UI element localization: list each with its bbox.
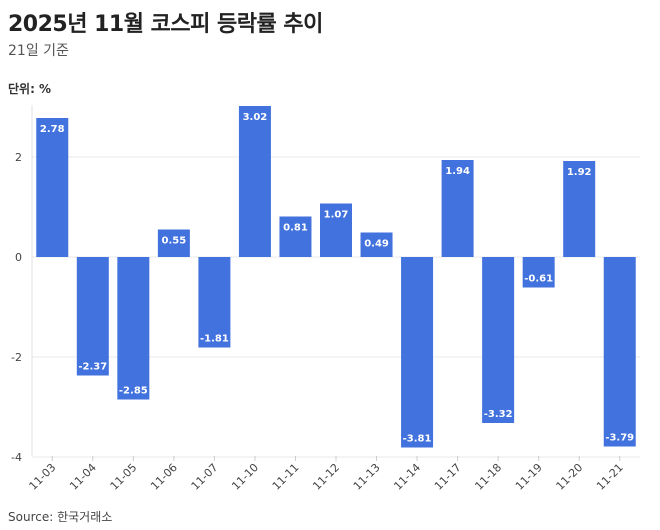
x-tick-label: 11-10: [229, 461, 261, 493]
x-tick-label: 11-18: [472, 461, 504, 493]
chart-title: 2025년 11월 코스피 등락률 추이: [8, 12, 323, 37]
bar-11-05: [117, 257, 150, 400]
bar-11-19: [522, 257, 555, 288]
data-label: 1.07: [324, 210, 349, 221]
data-label: 2.78: [40, 124, 65, 135]
y-tick-label: -4: [11, 451, 22, 464]
bar-11-12: [320, 203, 352, 257]
x-tick-label: 11-20: [554, 461, 586, 493]
x-tick-label: 11-03: [27, 461, 59, 493]
bar-11-14: [401, 257, 434, 448]
data-label: -1.81: [200, 334, 229, 345]
data-label: -2.85: [119, 386, 148, 397]
data-label: 1.92: [567, 167, 592, 178]
source-note: Source: 한국거래소: [8, 510, 113, 524]
bar-11-04: [76, 257, 109, 376]
data-label: 0.49: [364, 239, 389, 250]
x-tick-label: 11-07: [189, 461, 221, 493]
bar-11-20: [563, 161, 596, 257]
bar-11-17: [441, 160, 474, 257]
data-label: 1.94: [445, 166, 470, 177]
data-label: -3.32: [484, 409, 513, 420]
x-tick-label: 11-17: [432, 461, 464, 493]
bar-11-21: [603, 257, 636, 447]
y-tick-label: 2: [15, 151, 22, 164]
x-tick-label: 11-14: [391, 461, 423, 493]
x-tick-label: 11-21: [594, 461, 626, 493]
x-tick-label: 11-04: [67, 461, 99, 493]
chart-subtitle: 21일 기준: [8, 43, 69, 59]
y-tick-label: -2: [11, 351, 22, 364]
bar-11-13: [360, 232, 393, 257]
x-tick-label: 11-11: [270, 461, 302, 493]
bar-11-18: [482, 257, 515, 423]
unit-label: 단위: %: [8, 82, 52, 96]
x-tick-label: 11-12: [310, 461, 342, 493]
data-label: -2.37: [78, 362, 107, 373]
data-label: -3.81: [403, 434, 432, 445]
bar-11-06: [157, 229, 190, 257]
data-label: 0.81: [283, 223, 308, 234]
x-tick-label: 11-06: [148, 461, 180, 493]
data-label: -3.79: [605, 433, 634, 444]
bar-11-10: [238, 106, 271, 257]
x-tick-label: 11-19: [513, 461, 545, 493]
bar-11-11: [279, 216, 312, 257]
x-tick-label: 11-05: [108, 461, 140, 493]
bar-11-07: [198, 257, 231, 348]
data-label: 3.02: [243, 112, 268, 123]
data-label: 0.55: [162, 236, 187, 247]
y-tick-label: 0: [15, 251, 22, 264]
data-label: -0.61: [524, 274, 553, 285]
bar-11-03: [36, 118, 69, 257]
x-tick-label: 11-13: [351, 461, 383, 493]
